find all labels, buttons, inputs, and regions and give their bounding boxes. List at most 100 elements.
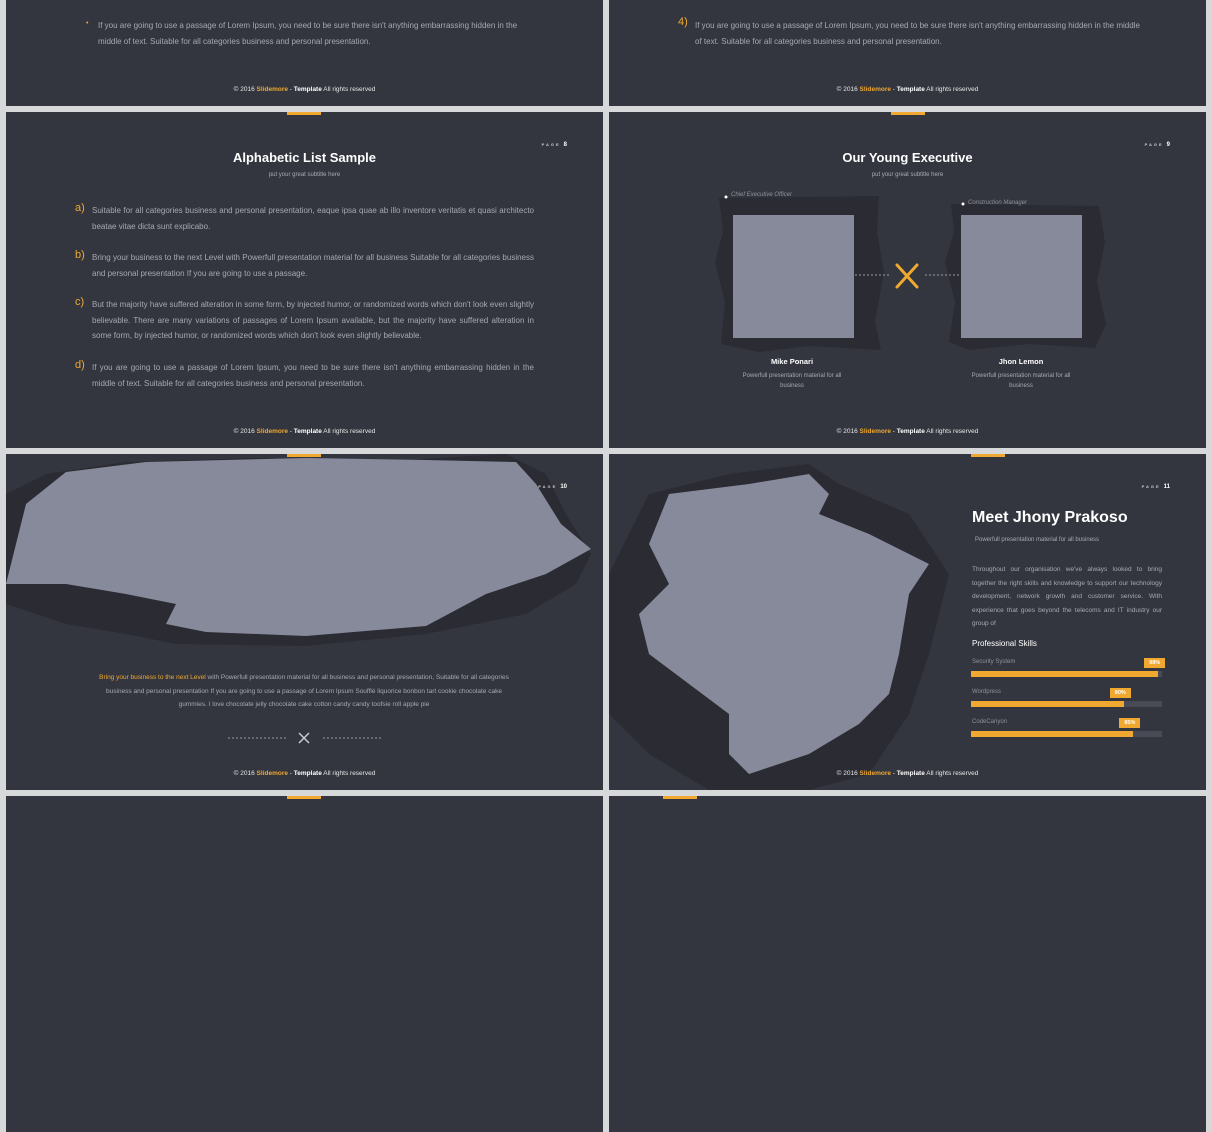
profile-body: Throughout our organisation we've always… <box>972 566 1162 627</box>
skill-name: CodeCanyon <box>972 719 1008 725</box>
skill-name: Security System <box>972 659 1016 665</box>
person-name: Jhon Lemon <box>998 357 1044 366</box>
footer-rights: All rights reserved <box>323 770 376 777</box>
footer-sep: - <box>892 770 895 777</box>
skill-name: Wordpress <box>972 689 1001 695</box>
footer: © 2016 Slidemore - Template All rights r… <box>609 770 1206 777</box>
list-marker: 4) <box>678 16 688 28</box>
footer-year: © 2016 <box>836 86 858 93</box>
skill-label: 85% <box>1119 718 1141 728</box>
slide: PAGE 8 Alphabetic List Sample put your gr… <box>6 112 603 448</box>
tab <box>287 454 321 457</box>
footer-rights: All rights reserved <box>323 428 376 435</box>
slide: PAGE 11 Meet Jhony Prakoso Powerfull pres… <box>609 454 1206 790</box>
footer: © 2016 Slidemore - Template All rights r… <box>6 770 603 777</box>
page-num: 11 <box>1163 484 1170 490</box>
footer-template: Template <box>293 428 322 435</box>
tab <box>971 454 1005 457</box>
skills-title: Professional Skills <box>972 639 1037 648</box>
list-text: If you are going to use a passage of Lor… <box>695 21 1140 46</box>
page-number: PAGE 8 <box>542 142 567 148</box>
list-marker: a) <box>75 202 85 214</box>
skill-label: 80% <box>1109 688 1131 698</box>
footer-year: © 2016 <box>233 770 255 777</box>
footer-rights: All rights reserved <box>926 86 979 93</box>
tab <box>287 112 321 115</box>
profile-title: Meet Jhony Prakoso <box>972 509 1128 526</box>
list-text: Bring your business to the next Level wi… <box>92 253 534 278</box>
footer-sep: - <box>289 86 292 93</box>
slide: PAGE 9 Our Young Executive put your great… <box>609 112 1206 448</box>
slide-subtitle: put your great subtitle here <box>871 172 944 178</box>
person-desc: Powerfull presentation material for all … <box>971 373 1071 389</box>
footer-brand: Slidemore <box>859 770 891 777</box>
person-name: Mike Ponari <box>770 357 814 366</box>
slide: PAGE 10 Bring your business to the next L… <box>6 454 603 790</box>
footer-brand: Slidemore <box>256 86 288 93</box>
decor <box>6 454 591 744</box>
paragraph: Bring your business to the next Level wi… <box>94 671 514 712</box>
decor <box>609 464 949 790</box>
highlight: Bring your business to the next Level <box>99 674 206 681</box>
footer-template: Template <box>293 770 322 777</box>
body: with Powerfull presentation material for… <box>106 674 509 708</box>
footer-template: Template <box>896 770 925 777</box>
page-label: PAGE <box>538 484 558 489</box>
page-number: PAGE 11 <box>1142 484 1170 490</box>
role: Construction Manager <box>968 200 1028 206</box>
page-num: 8 <box>563 142 567 148</box>
footer-brand: Slidemore <box>859 428 891 435</box>
footer-year: © 2016 <box>233 428 255 435</box>
page-label: PAGE <box>1141 484 1161 489</box>
tab <box>663 796 697 799</box>
footer-template: Template <box>293 86 322 93</box>
footer-year: © 2016 <box>836 428 858 435</box>
footer: © 2016 Slidemore - Template All rights r… <box>6 428 603 435</box>
skill-bar <box>971 671 1159 677</box>
role: Chief Executive Officer <box>731 192 793 198</box>
page-number: PAGE 9 <box>1145 142 1170 148</box>
page-label: PAGE <box>541 142 561 147</box>
page-label: PAGE <box>1144 142 1164 147</box>
footer-sep: - <box>892 86 895 93</box>
list-marker: c) <box>75 296 85 308</box>
slide-title: Our Young Executive <box>842 150 973 165</box>
footer: © 2016 Slidemore - Template All rights r… <box>6 86 603 93</box>
footer-sep: - <box>289 770 292 777</box>
footer-brand: Slidemore <box>256 770 288 777</box>
footer-rights: All rights reserved <box>926 428 979 435</box>
slide: 4) If you are going to use a passage of … <box>609 0 1206 106</box>
tab <box>287 796 321 799</box>
slide-subtitle: put your great subtitle here <box>268 172 341 178</box>
person-desc: Powerfull presentation material for all … <box>742 373 842 389</box>
footer-rights: All rights reserved <box>926 770 979 777</box>
footer-year: © 2016 <box>233 86 255 93</box>
page-num: 9 <box>1166 142 1170 148</box>
footer-year: © 2016 <box>836 770 858 777</box>
footer-sep: - <box>289 428 292 435</box>
footer-brand: Slidemore <box>256 428 288 435</box>
slide-sorter: • If you are going to use a passage of L… <box>6 0 1206 1132</box>
footer-rights: All rights reserved <box>323 86 376 93</box>
slide: • If you are going to use a passage of L… <box>6 0 603 106</box>
page-number: PAGE 10 <box>538 484 567 490</box>
list-text: But the majority have suffered alteratio… <box>92 300 534 341</box>
footer-template: Template <box>896 86 925 93</box>
tab <box>891 112 925 115</box>
skill-bar <box>971 731 1134 737</box>
footer: © 2016 Slidemore - Template All rights r… <box>609 428 1206 435</box>
slide <box>6 796 603 1132</box>
slide <box>609 796 1206 1132</box>
list-marker: d) <box>75 359 85 371</box>
list-marker: b) <box>75 249 85 261</box>
list-text: If you are going to use a passage of Lor… <box>92 363 534 388</box>
page-num: 10 <box>560 484 567 490</box>
footer: © 2016 Slidemore - Template All rights r… <box>609 86 1206 93</box>
decor <box>715 195 1106 352</box>
slide-title: Alphabetic List Sample <box>232 150 377 165</box>
list-text: Suitable for all categories business and… <box>92 206 534 231</box>
profile-subtitle: Powerfull presentation material for all … <box>975 537 1100 543</box>
bullet-text: If you are going to use a passage of Lor… <box>98 21 518 46</box>
skill-bar <box>971 701 1124 707</box>
footer-template: Template <box>896 428 925 435</box>
